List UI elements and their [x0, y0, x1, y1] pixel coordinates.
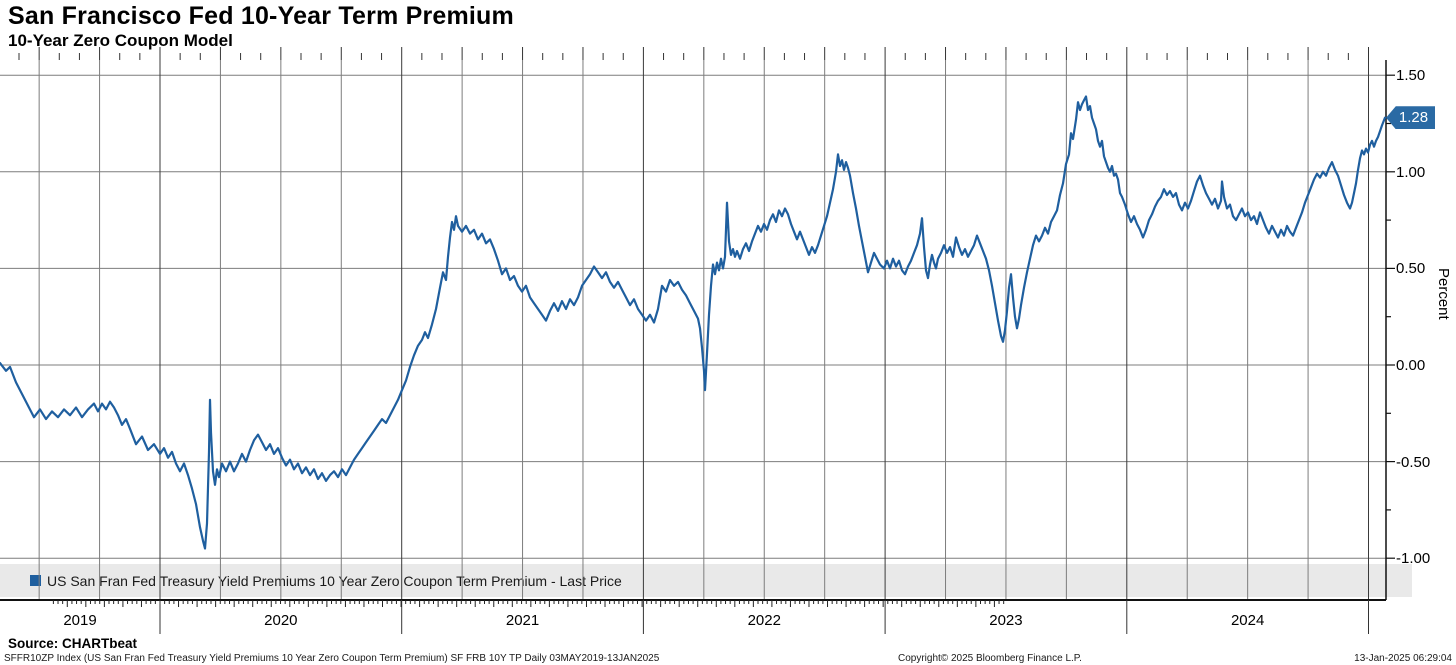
x-axis-year-label: 2021 [505, 612, 540, 629]
y-axis-tick-label: 0.00 [1396, 357, 1426, 374]
x-axis-year-label: 2019 [63, 612, 97, 629]
x-axis-year-label: 2022 [747, 612, 781, 629]
y-axis-title: Percent [1435, 268, 1452, 320]
legend: US San Fran Fed Treasury Yield Premiums … [0, 564, 1412, 597]
chart-subtitle: 10-Year Zero Coupon Model [8, 31, 233, 50]
price-line [0, 95, 1387, 550]
footer-copyright: Copyright© 2025 Bloomberg Finance L.P. [898, 653, 1082, 664]
y-axis-tick-label: -1.00 [1396, 550, 1431, 568]
y-axis-tick-label: 1.50 [1396, 67, 1426, 85]
x-axis-year-label: 2020 [264, 612, 298, 629]
footer-ticker-info: SFFR10ZP Index (US San Fran Fed Treasury… [4, 653, 660, 664]
source-line: Source: CHARTbeat [8, 636, 138, 651]
x-axis-year-label: 2023 [989, 612, 1023, 629]
page-title: San Francisco Fed 10-Year Term Premium [8, 2, 514, 30]
x-axis-year-label: 2024 [1230, 612, 1265, 629]
y-axis-tick-label: 1.00 [1396, 163, 1426, 181]
y-axis-tick-label: -0.50 [1396, 453, 1431, 471]
footer-timestamp: 13-Jan-2025 06:29:04 [1354, 653, 1452, 664]
last-price-value: 1.28 [1398, 109, 1429, 127]
y-axis-tick-label: 0.50 [1396, 260, 1426, 278]
blue-square-icon [30, 575, 41, 586]
legend-label: US San Fran Fed Treasury Yield Premiums … [47, 572, 622, 589]
last-price-badge: 1.28 [1386, 106, 1435, 130]
